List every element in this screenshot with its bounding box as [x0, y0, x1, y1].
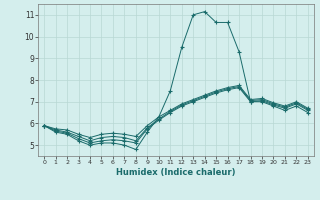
X-axis label: Humidex (Indice chaleur): Humidex (Indice chaleur) — [116, 168, 236, 177]
